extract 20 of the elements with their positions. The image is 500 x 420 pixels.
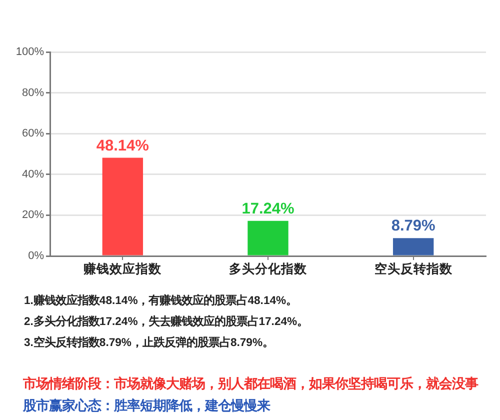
text: 1.赚钱效应指数48.14%，有赚钱效应的股票占48.14%。 <box>24 293 298 308</box>
bar <box>392 238 434 256</box>
x-tick-label: 空头反转指数 <box>374 260 454 276</box>
bar <box>248 220 288 256</box>
text: 3.空头反转指数8.79%，止跌反弹的股票占8.79%。 <box>24 335 274 350</box>
y-tick-label: 0% <box>28 250 44 262</box>
x-tick-label: 多头分化指数 <box>229 262 308 276</box>
y-tick-label: 40% <box>22 168 44 180</box>
data-label: 48.14% <box>96 137 150 154</box>
text: 2.多头分化指数17.24%，失去赚钱效应的股票占17.24%。 <box>24 314 308 329</box>
data-label: 17.24% <box>242 200 294 218</box>
text: 市场情绪阶段：市场就像大赌场，别人都在喝酒，如果你坚持喝可乐，就会没事 <box>23 375 478 393</box>
bar <box>102 158 144 256</box>
y-tick-label: 100% <box>16 46 44 58</box>
data-label: 8.79% <box>391 218 436 235</box>
y-tick-label: 20% <box>22 209 44 222</box>
x-tick-label: 赚钱效应指数 <box>82 260 163 276</box>
text: 股市赢家心态：胜率短期降低，建仓慢慢来 <box>23 397 270 415</box>
y-tick-label: 60% <box>22 128 44 140</box>
y-tick-label: 80% <box>22 86 44 99</box>
